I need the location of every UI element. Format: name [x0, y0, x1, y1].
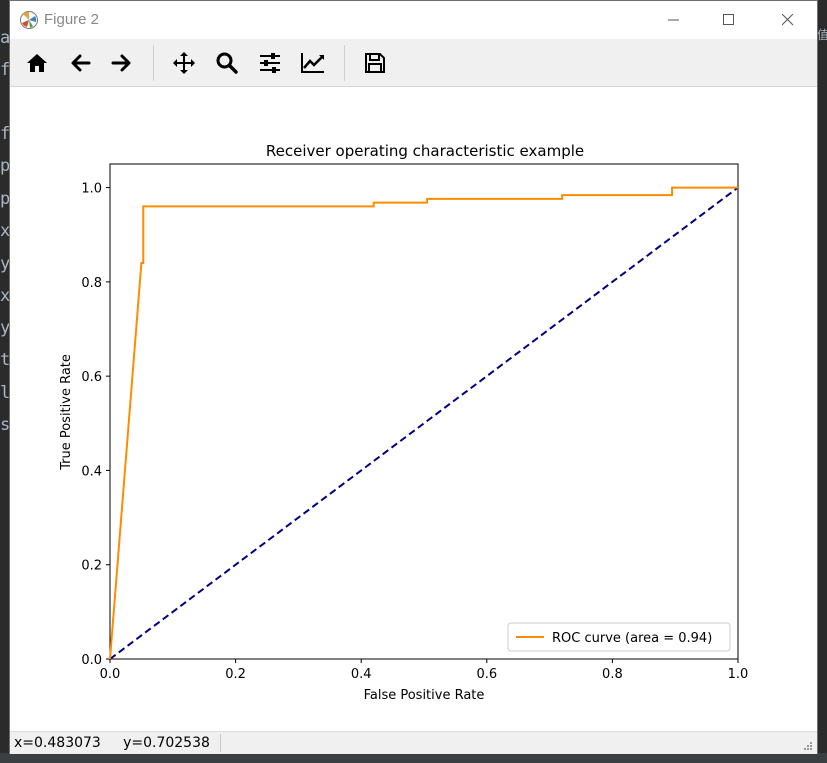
- x-tick-label: 0.2: [225, 667, 246, 682]
- figure-window: Figure 2: [9, 0, 818, 754]
- background-editor-left: [0, 0, 10, 763]
- y-axis-label: True Positive Rate: [59, 354, 74, 471]
- maximize-icon: [723, 14, 734, 25]
- x-tick-label: 0.6: [476, 667, 497, 682]
- forward-arrow-icon: [111, 54, 131, 72]
- legend-label-roc: ROC curve (area = 0.94): [552, 631, 712, 646]
- x-tick-label: 1.0: [728, 667, 749, 682]
- chance-diagonal-line: [109, 186, 739, 660]
- save-icon: [365, 53, 385, 73]
- status-bar: x=0.483073 y=0.702538: [10, 731, 817, 754]
- forward-button[interactable]: [106, 47, 138, 79]
- resize-grip-icon[interactable]: [803, 741, 813, 751]
- window-title: Figure 2: [44, 11, 100, 28]
- y-tick-label: 0.8: [81, 276, 102, 291]
- maximize-button[interactable]: [709, 7, 749, 33]
- figure-canvas[interactable]: Receiver operating characteristic exampl…: [10, 87, 817, 731]
- background-editor-char: t: [0, 350, 11, 370]
- y-tick-label: 0.4: [81, 464, 102, 479]
- plot-area-frame: [109, 163, 739, 660]
- home-icon: [27, 54, 47, 72]
- background-editor-bottom: [0, 753, 827, 763]
- close-button[interactable]: [768, 7, 808, 33]
- configure-subplots-icon: [260, 53, 280, 73]
- status-separator: [220, 734, 221, 752]
- minimize-icon: [668, 19, 679, 21]
- edit-axis-icon: [301, 53, 324, 73]
- x-tick-label: 0.8: [602, 667, 623, 682]
- background-editor-char: x: [0, 286, 11, 306]
- back-arrow-icon: [71, 54, 91, 72]
- edit-axis-button[interactable]: [297, 47, 329, 79]
- x-axis-label: False Positive Rate: [364, 688, 485, 703]
- background-editor-char: y: [0, 318, 11, 338]
- pan-icon: [173, 52, 195, 74]
- cursor-coordinates: x=0.483073 y=0.702538: [14, 735, 210, 751]
- title-bar: Figure 2: [10, 1, 817, 39]
- roc-curve-line: [109, 186, 738, 660]
- close-icon: [782, 14, 794, 26]
- background-editor-char: f: [0, 60, 11, 80]
- back-button[interactable]: [64, 47, 96, 79]
- zoom-button[interactable]: [211, 47, 243, 79]
- background-editor-char: x: [0, 221, 11, 241]
- background-editor-char: l: [0, 383, 11, 403]
- home-button[interactable]: [21, 47, 53, 79]
- zoom-icon: [216, 52, 238, 74]
- y-tick-label: 0.6: [81, 370, 102, 385]
- y-tick-label: 0.0: [81, 653, 102, 668]
- background-editor-char: p: [0, 189, 11, 209]
- background-editor-right: [818, 0, 827, 763]
- x-tick-label: 0.0: [100, 667, 121, 682]
- y-tick-label: 1.0: [81, 182, 102, 197]
- toolbar-separator: [153, 45, 154, 81]
- roc-chart: Receiver operating characteristic exampl…: [59, 142, 749, 703]
- y-tick-label: 0.2: [81, 559, 102, 574]
- legend-box: [507, 622, 731, 652]
- background-editor-char: s: [0, 415, 11, 435]
- background-editor-char: p: [0, 156, 11, 176]
- toolbar-separator: [344, 45, 345, 81]
- matplotlib-app-icon: [19, 10, 39, 30]
- background-editor-char: y: [0, 254, 11, 274]
- navigation-toolbar: [10, 39, 817, 87]
- x-tick-label: 0.4: [351, 667, 372, 682]
- background-editor-char: a: [0, 28, 11, 48]
- minimize-button[interactable]: [654, 7, 694, 33]
- pan-button[interactable]: [168, 47, 200, 79]
- save-button[interactable]: [359, 47, 391, 79]
- background-editor-char: 值: [817, 28, 827, 42]
- chart-title: Receiver operating characteristic exampl…: [266, 142, 584, 160]
- configure-subplots-button[interactable]: [254, 47, 286, 79]
- background-editor-char: f: [0, 124, 11, 144]
